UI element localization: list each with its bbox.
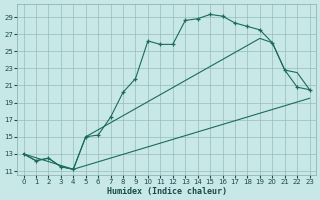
X-axis label: Humidex (Indice chaleur): Humidex (Indice chaleur) <box>107 187 227 196</box>
